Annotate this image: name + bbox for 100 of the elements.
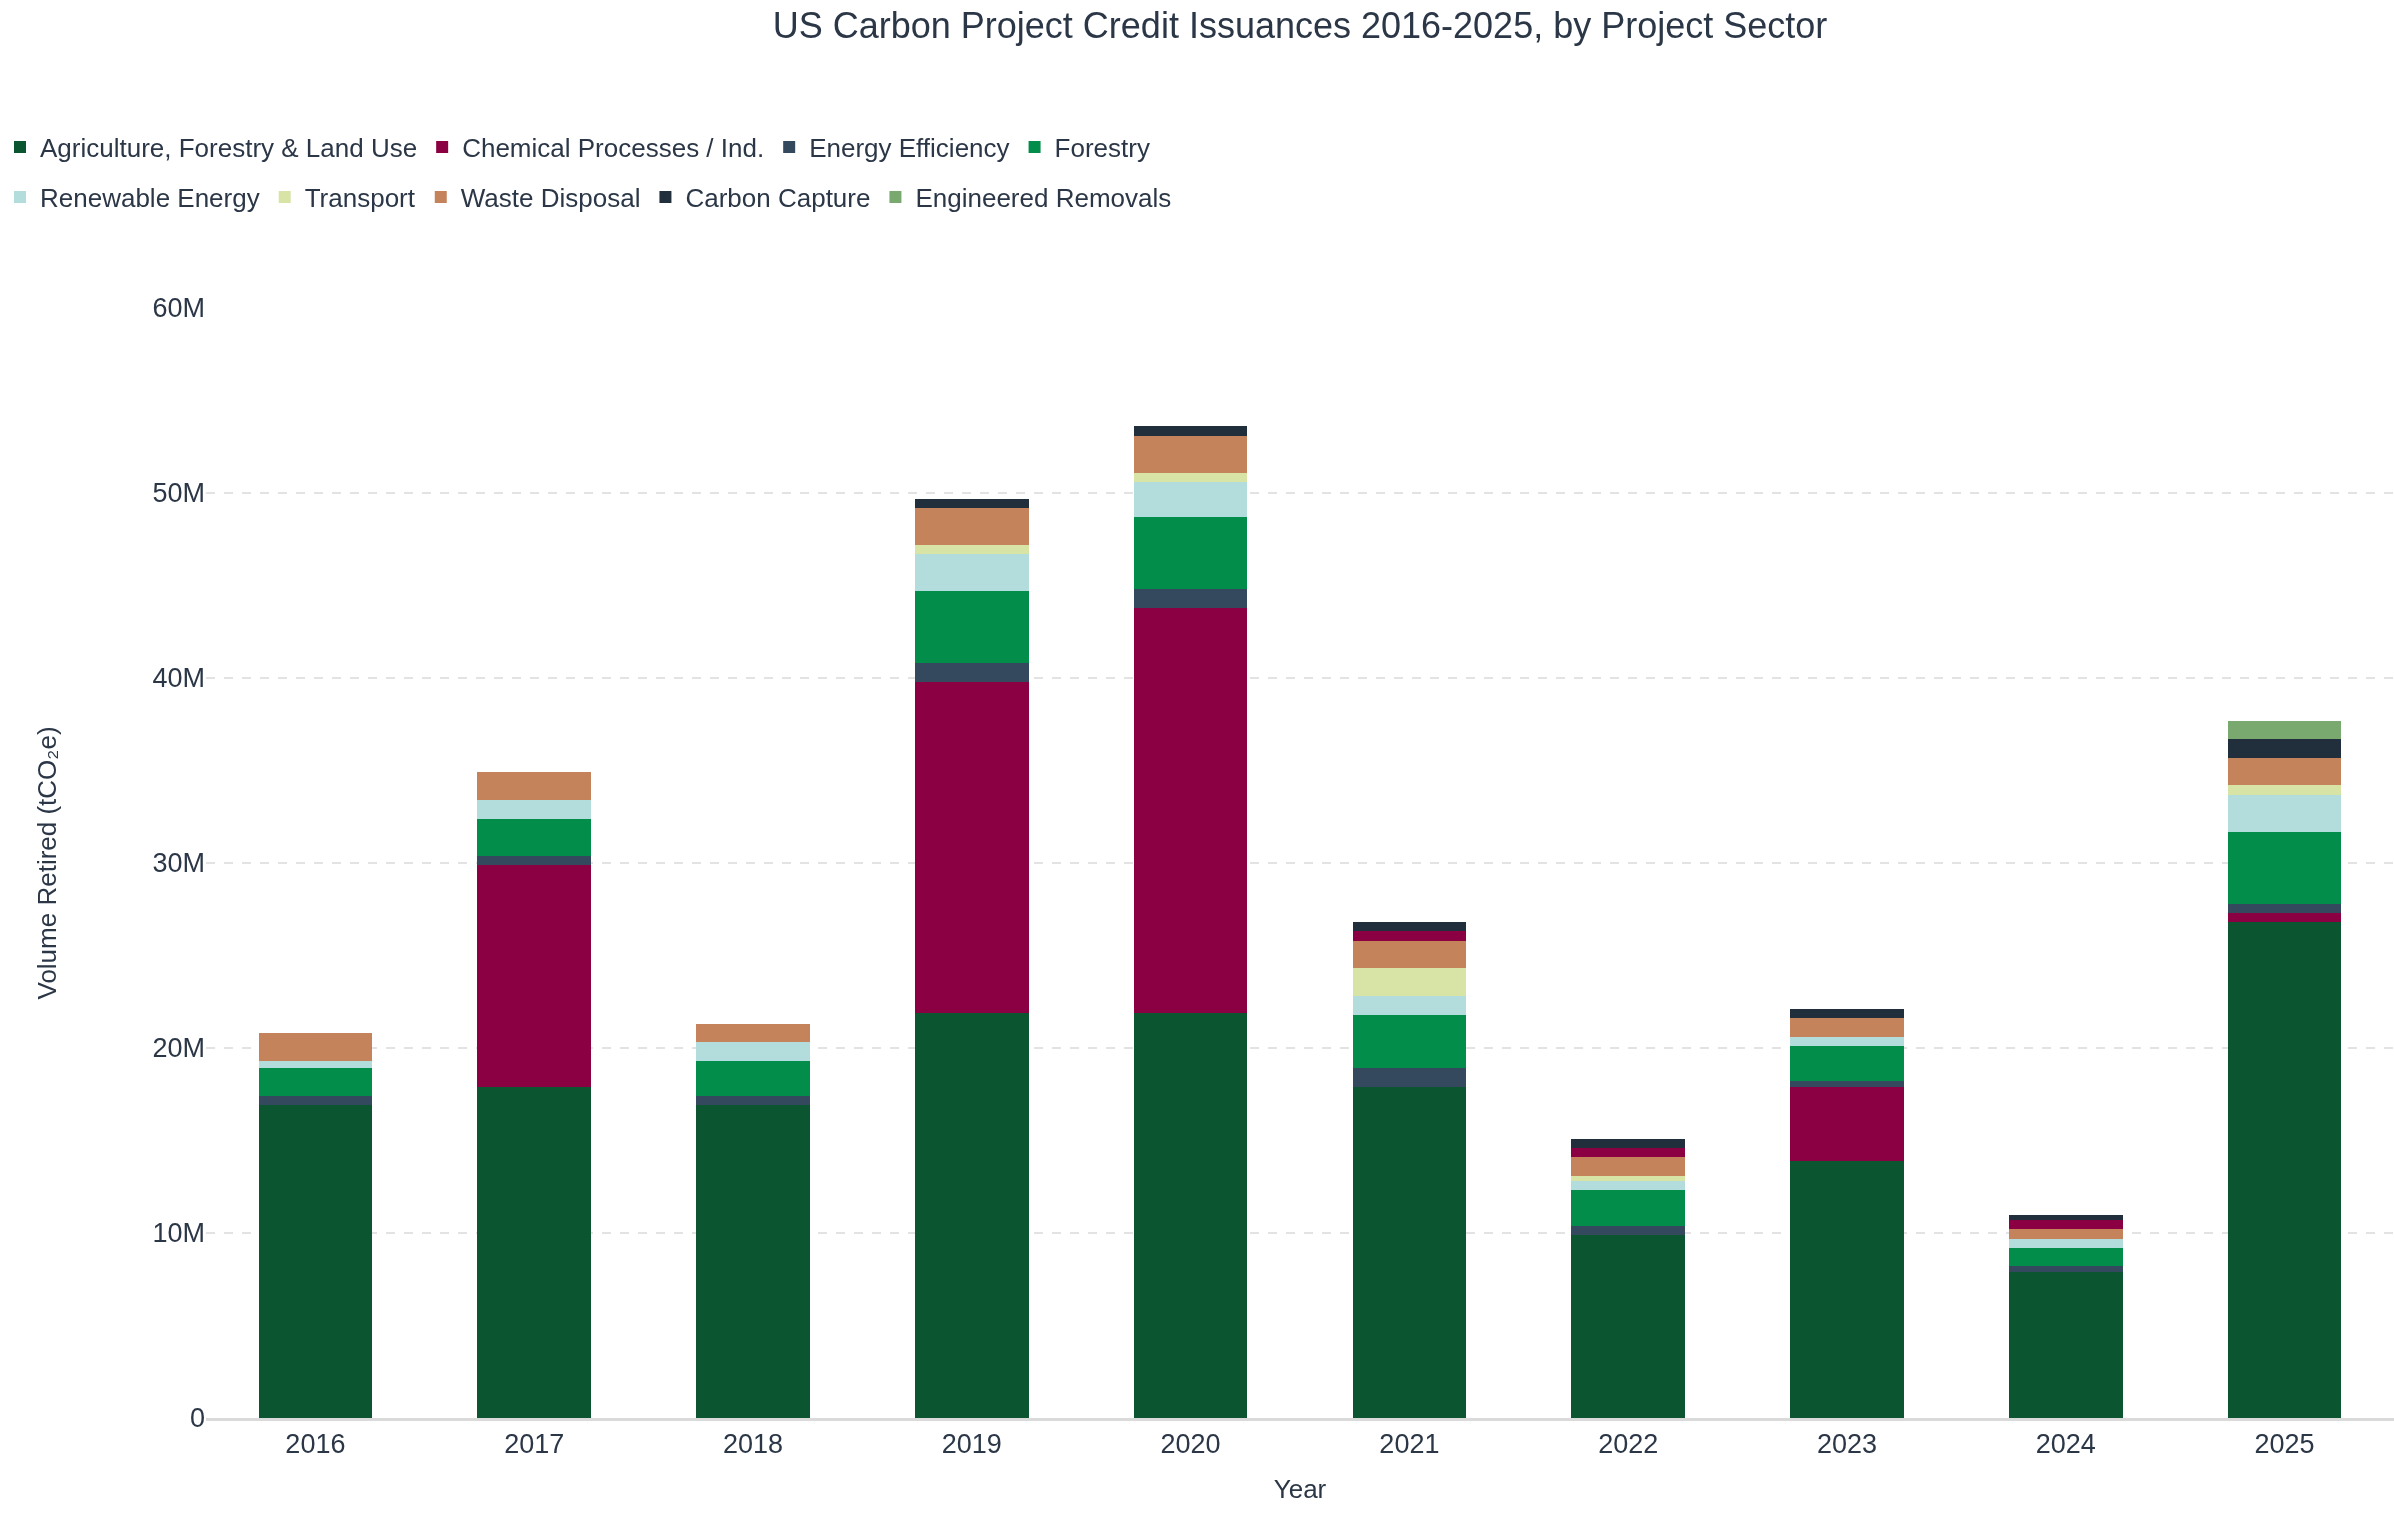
bar	[1790, 1160, 1904, 1418]
bar	[1790, 1046, 1904, 1082]
bar	[1133, 426, 1248, 436]
bar	[914, 498, 1029, 508]
bar	[1352, 1086, 1467, 1418]
bar	[2008, 1247, 2123, 1267]
legend-label: Energy Efficiency	[809, 133, 1010, 164]
bar	[2227, 831, 2342, 904]
bar	[1571, 1147, 1686, 1158]
bar	[914, 663, 1029, 682]
bar	[2227, 739, 2342, 758]
y-tick-label: 30M	[152, 848, 205, 879]
bar	[2008, 1220, 2123, 1230]
x-tick-label: 2024	[2035, 1429, 2096, 1460]
bar	[2008, 1271, 2123, 1418]
bar	[2008, 1238, 2123, 1248]
bar	[2008, 1214, 2123, 1221]
bar	[1790, 1036, 1904, 1047]
bar	[1790, 1081, 1904, 1087]
bar	[1352, 922, 1467, 932]
legend-label: Forestry	[1054, 133, 1150, 164]
x-tick-label: 2025	[2254, 1429, 2315, 1460]
bar	[696, 1023, 810, 1043]
legend-label: Renewable Energy	[40, 183, 260, 214]
bar	[2227, 720, 2342, 740]
y-tick-label: 0	[189, 1403, 205, 1434]
bar	[1133, 481, 1248, 518]
bar	[2008, 1229, 2123, 1239]
bar	[258, 1105, 373, 1418]
bar	[696, 1105, 810, 1418]
bar	[1571, 1181, 1686, 1191]
bar	[477, 1086, 592, 1418]
bar	[1133, 435, 1248, 473]
x-tick-label: 2022	[1598, 1429, 1659, 1460]
bar	[1571, 1157, 1686, 1176]
bar	[1133, 607, 1248, 1013]
bar	[477, 818, 592, 856]
bar	[1352, 931, 1467, 941]
legend-label: Transport	[304, 183, 416, 214]
bar	[1352, 940, 1467, 969]
legend-label: Carbon Capture	[685, 183, 871, 214]
bar	[1133, 517, 1248, 590]
bar	[1790, 1086, 1904, 1161]
bar	[1352, 968, 1467, 997]
bar	[914, 591, 1029, 664]
bar	[2227, 757, 2342, 786]
bar	[914, 554, 1029, 592]
x-tick-label: 2016	[285, 1429, 346, 1460]
x-tick-label: 2017	[504, 1429, 565, 1460]
chart-title: US Carbon Project Credit Issuances 2016-2025, by Project Sector	[772, 4, 1828, 46]
y-axis-title: Volume Retired (tCO₂e)	[31, 726, 62, 1000]
bar	[258, 1096, 373, 1106]
bar	[477, 855, 592, 865]
y-tick-label: 60M	[152, 293, 205, 324]
bar	[914, 507, 1029, 545]
x-tick-label: 2020	[1160, 1429, 1221, 1460]
y-tick-label: 20M	[152, 1033, 205, 1064]
bar	[1571, 1138, 1686, 1148]
y-tick-label: 40M	[152, 663, 205, 694]
bar	[477, 864, 592, 1087]
bar	[1352, 1014, 1467, 1069]
x-tick-label: 2021	[1379, 1429, 1440, 1460]
bar	[1133, 472, 1248, 482]
x-tick-label: 2019	[941, 1429, 1002, 1460]
x-tick-label: 2023	[1816, 1429, 1878, 1460]
bar	[914, 544, 1029, 555]
bar	[2227, 903, 2342, 913]
bar	[2008, 1266, 2123, 1272]
bar	[1571, 1225, 1686, 1235]
bar	[2227, 922, 2342, 1418]
bar	[696, 1060, 810, 1097]
bar	[1352, 996, 1467, 1015]
bar	[2227, 785, 2342, 795]
y-tick-label: 50M	[152, 478, 205, 509]
bar	[1790, 1009, 1904, 1019]
legend-label: Agriculture, Forestry & Land Use	[40, 133, 418, 164]
legend-label: Waste Disposal	[460, 183, 641, 214]
bar	[1790, 1018, 1904, 1037]
legend-label: Chemical Processes / Ind.	[462, 133, 765, 164]
y-tick-label: 10M	[152, 1218, 205, 1249]
bar	[1133, 1012, 1248, 1418]
bar	[258, 1068, 373, 1097]
bar	[1571, 1190, 1686, 1226]
bar	[258, 1060, 373, 1069]
bar	[914, 681, 1029, 1013]
bar	[2227, 912, 2342, 923]
bar	[258, 1033, 373, 1061]
bar	[1571, 1234, 1686, 1418]
bar	[2227, 794, 2342, 832]
x-axis-title: Year	[1273, 1474, 1327, 1505]
bar	[1571, 1175, 1686, 1182]
bar	[1352, 1068, 1467, 1087]
bar	[914, 1012, 1029, 1418]
bar	[696, 1042, 810, 1061]
bar	[696, 1096, 810, 1106]
bar	[477, 772, 592, 801]
bar	[1133, 589, 1248, 608]
legend-label: Engineered Removals	[915, 183, 1172, 214]
x-tick-label: 2018	[722, 1429, 784, 1460]
bar	[477, 800, 592, 819]
